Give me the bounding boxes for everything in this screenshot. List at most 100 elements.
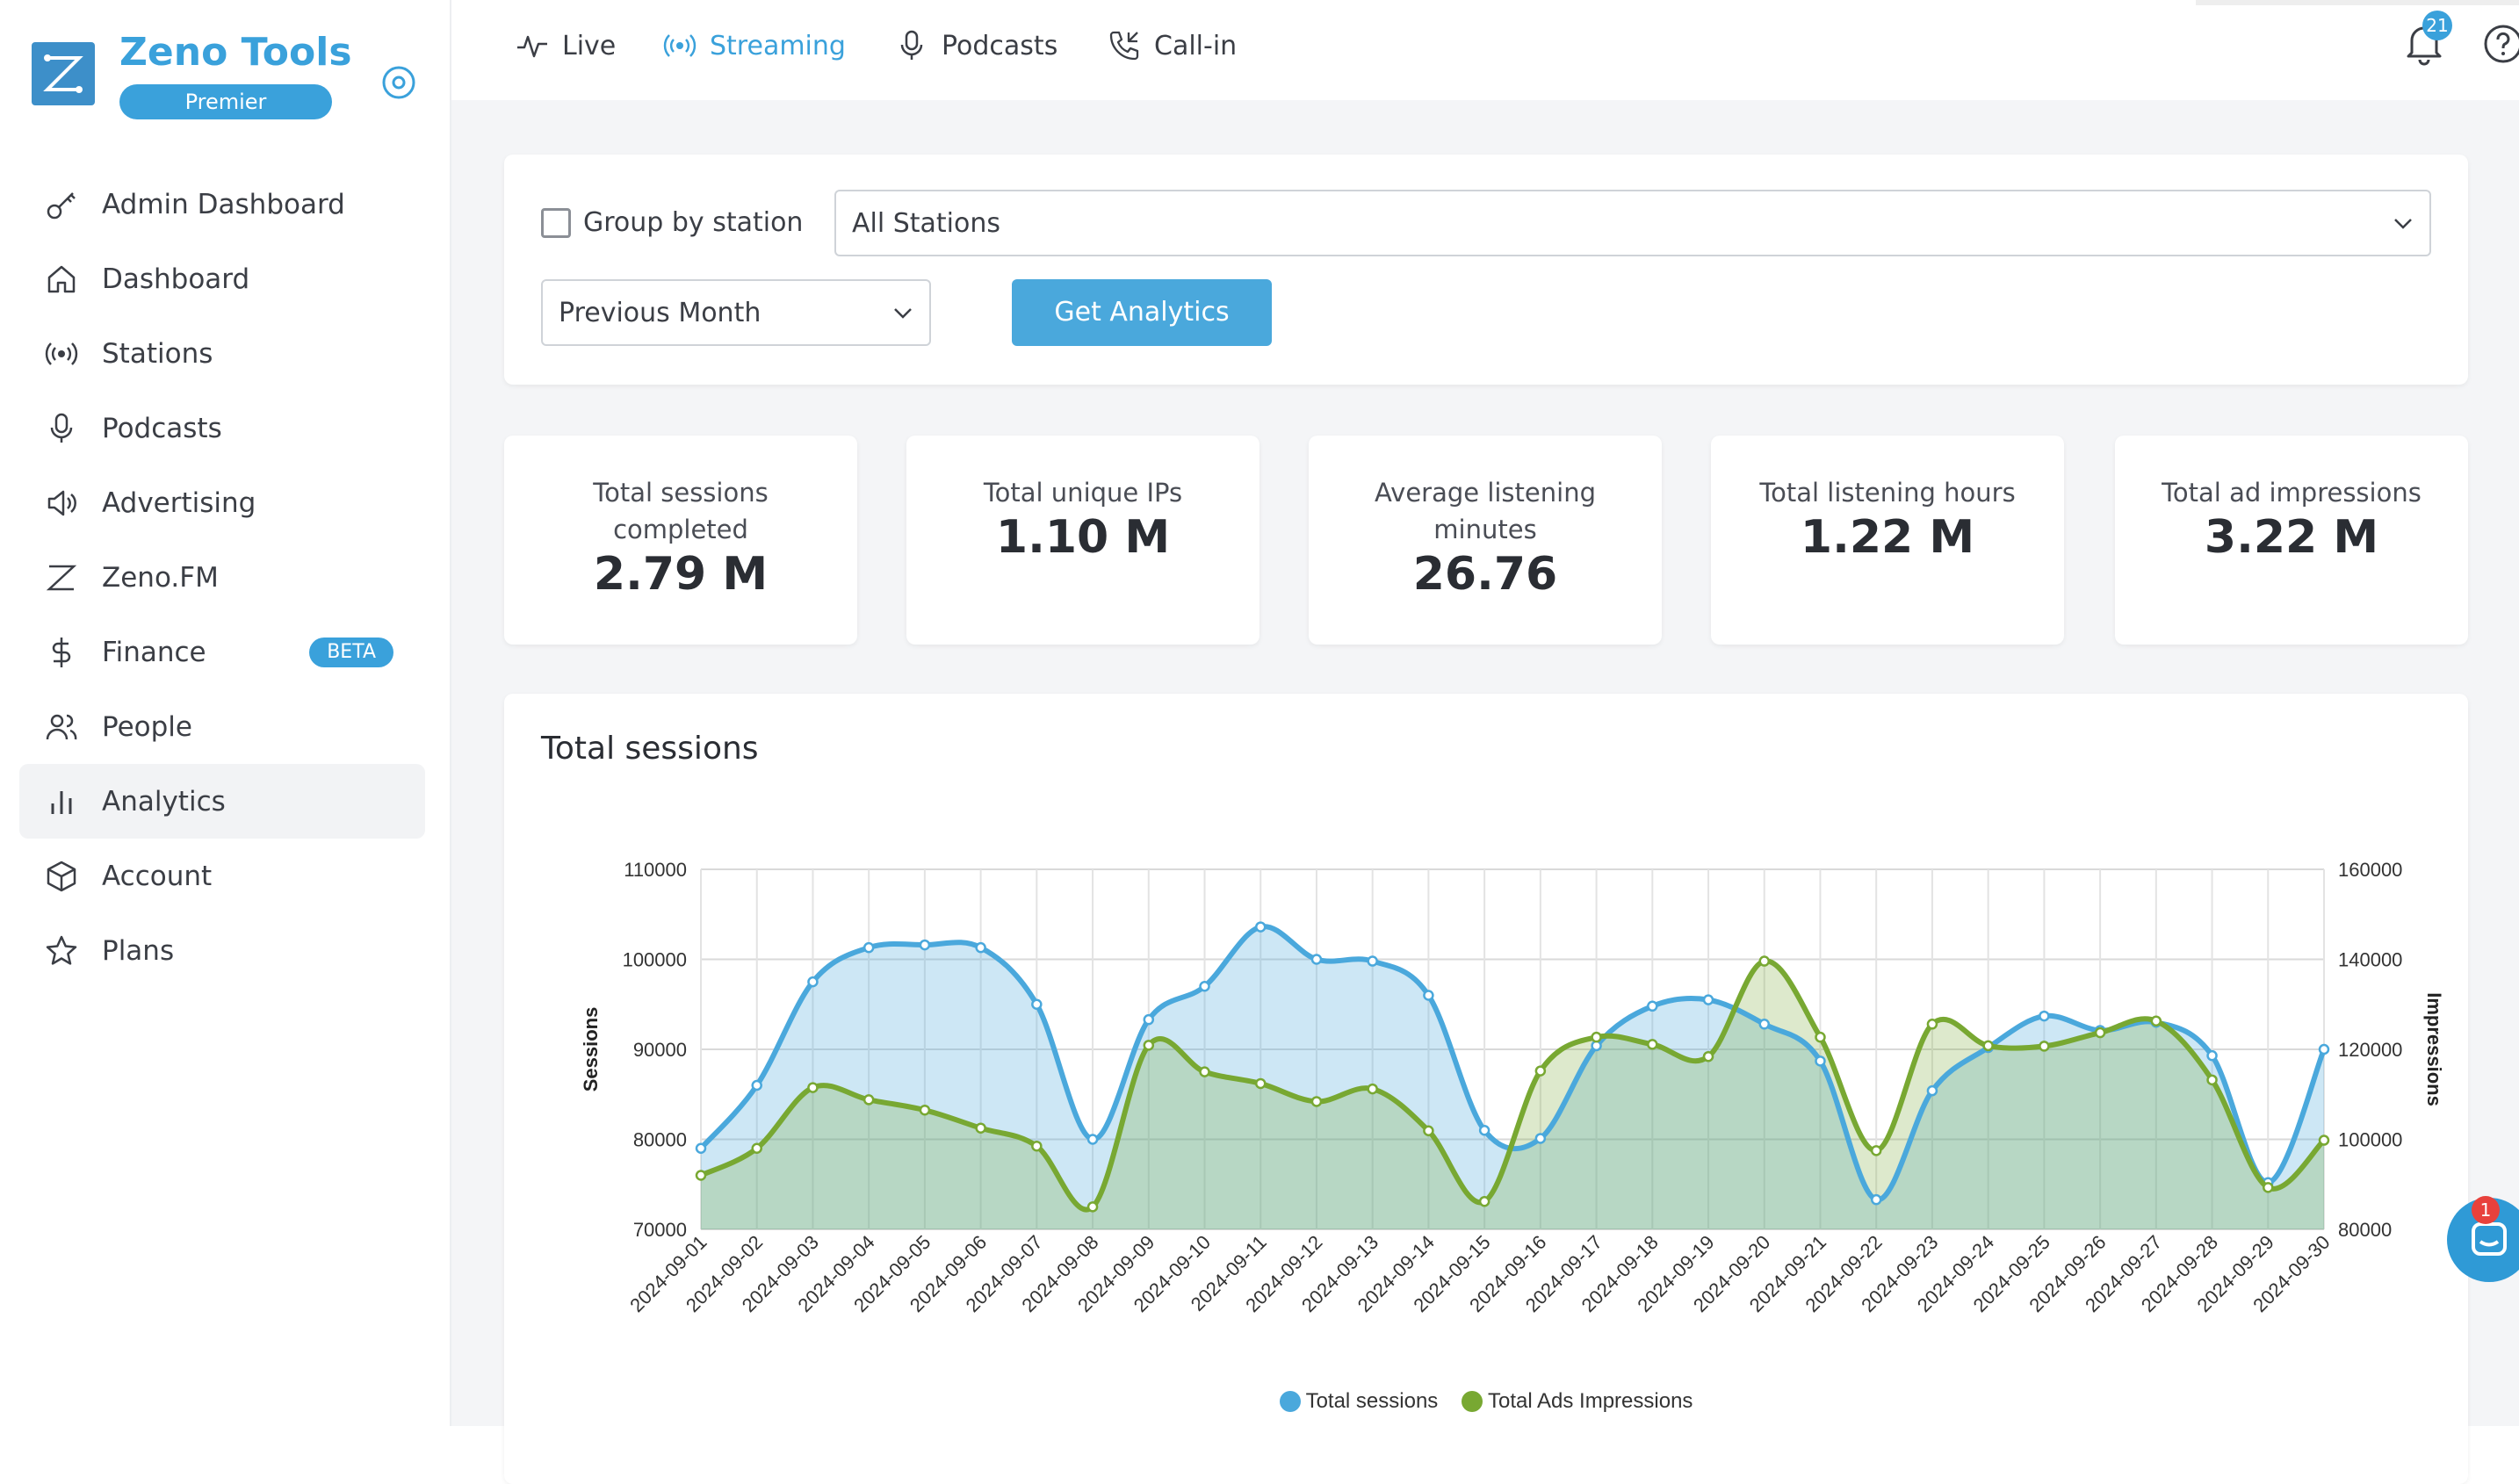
tab-label: Call-in — [1154, 30, 1238, 61]
stat-card: Average listening minutes 26.76 — [1309, 436, 1662, 645]
data-point — [751, 1142, 762, 1154]
chevron-down-icon — [2394, 219, 2412, 229]
y2-tick-label: 160000 — [2338, 859, 2402, 881]
chat-unread-badge: 1 — [2472, 1196, 2500, 1224]
y-tick-label: 90000 — [633, 1039, 687, 1061]
microphone-icon — [42, 409, 81, 448]
notification-count-badge: 21 — [2422, 11, 2452, 40]
data-point — [1758, 955, 1771, 967]
stat-value: 1.22 M — [1800, 511, 1975, 564]
get-analytics-button[interactable]: Get Analytics — [1012, 279, 1272, 346]
group-by-station-label: Group by station — [583, 207, 804, 238]
legend-item-impressions[interactable]: Total Ads Impressions — [1461, 1389, 1693, 1414]
stat-label: Total ad impressions — [2162, 478, 2422, 508]
data-point — [1926, 1019, 1938, 1030]
people-icon — [42, 708, 81, 746]
data-point — [1254, 1077, 1267, 1090]
tab-podcasts[interactable]: Podcasts — [894, 25, 1057, 67]
sidebar-item-admin-dashboard[interactable]: Admin Dashboard — [19, 167, 425, 241]
tab-streaming[interactable]: Streaming — [662, 25, 846, 67]
sidebar-item-label: People — [102, 710, 192, 743]
data-point — [1086, 1134, 1099, 1145]
stat-value: 2.79 M — [593, 548, 769, 601]
data-point — [1815, 1055, 1826, 1067]
data-point — [1143, 1040, 1155, 1051]
data-point — [2206, 1049, 2218, 1062]
stat-card: Total listening hours 1.22 M — [1711, 436, 2064, 645]
data-point — [1367, 1083, 1378, 1095]
checkbox-box[interactable] — [541, 207, 571, 238]
stat-card: Total ad impressions 3.22 M — [2115, 436, 2468, 645]
top-navigation: Live Streaming Podcasts Call-in 21 — [451, 0, 2519, 100]
stat-label: Total sessions completed — [593, 478, 769, 544]
legend-swatch — [1279, 1391, 1301, 1412]
sidebar-item-account[interactable]: Account — [19, 839, 425, 913]
data-point — [1982, 1040, 1994, 1052]
y2-tick-label: 140000 — [2338, 949, 2402, 971]
data-point — [1647, 1000, 1658, 1012]
y-tick-label: 100000 — [623, 949, 687, 971]
key-icon — [42, 185, 81, 224]
sidebar-item-advertising[interactable]: Advertising — [19, 465, 425, 540]
group-by-station-checkbox[interactable]: Group by station — [541, 207, 803, 238]
data-point — [1086, 1201, 1099, 1213]
data-point — [1199, 981, 1210, 992]
y2-axis-label: Impressions — [2423, 992, 2445, 1106]
sidebar-item-stations[interactable]: Stations — [19, 316, 425, 391]
home-icon — [42, 260, 81, 299]
chevron-down-icon — [894, 308, 912, 319]
data-point — [1310, 954, 1323, 965]
data-point — [1254, 921, 1267, 933]
zeno-logo[interactable] — [32, 42, 95, 105]
total-sessions-chart-card: Total sessions 110000 160000 100000 140000 9… — [504, 694, 2468, 1484]
period-select[interactable]: Previous Month — [541, 279, 931, 346]
data-point — [1870, 1145, 1882, 1156]
y2-tick-label: 80000 — [2338, 1219, 2392, 1241]
data-point — [2039, 1010, 2050, 1022]
data-point — [1702, 994, 1714, 1005]
data-point — [807, 1082, 819, 1093]
sidebar-item-label: Zeno.FM — [102, 561, 219, 594]
y2-tick-label: 120000 — [2338, 1039, 2402, 1061]
data-point — [1702, 1050, 1714, 1063]
stations-select[interactable]: All Stations — [834, 190, 2431, 256]
stat-value: 3.22 M — [2204, 511, 2379, 564]
sidebar-item-label: Advertising — [102, 486, 256, 519]
broadcast-icon — [663, 34, 697, 57]
tab-live[interactable]: Live — [515, 25, 616, 67]
data-point — [2039, 1041, 2050, 1052]
sidebar-item-label: Stations — [102, 337, 213, 370]
series-area — [701, 926, 2324, 1229]
sidebar-item-finance[interactable]: Finance BETA — [19, 615, 425, 689]
data-point — [695, 1170, 707, 1181]
data-point — [2318, 1043, 2330, 1055]
sidebar-item-plans[interactable]: Plans — [19, 913, 425, 988]
data-point — [1758, 1019, 1771, 1030]
bar-chart-icon — [42, 782, 81, 821]
stat-value: 1.10 M — [995, 511, 1171, 564]
sidebar-item-zeno-fm[interactable]: Zeno.FM — [19, 540, 425, 615]
sidebar-item-label: Dashboard — [102, 263, 250, 295]
legend-item-sessions[interactable]: Total sessions — [1279, 1389, 1438, 1414]
target-settings-icon[interactable] — [379, 63, 418, 105]
help-icon[interactable] — [2482, 23, 2519, 68]
sidebar-item-label: Plans — [102, 934, 175, 967]
filter-panel: Group by station All Stations Previous M… — [504, 155, 2468, 385]
y-tick-label: 110000 — [624, 859, 687, 881]
tab-label: Podcasts — [942, 30, 1058, 61]
data-point — [1591, 1031, 1602, 1043]
data-point — [1031, 998, 1043, 1010]
sidebar-item-analytics[interactable]: Analytics — [19, 764, 425, 839]
y2-tick-label: 100000 — [2338, 1129, 2402, 1151]
sidebar-item-people[interactable]: People — [19, 689, 425, 764]
data-point — [1478, 1195, 1490, 1207]
sidebar-item-dashboard[interactable]: Dashboard — [19, 241, 425, 316]
data-point — [1423, 1125, 1434, 1137]
sidebar-item-podcasts[interactable]: Podcasts — [19, 391, 425, 465]
data-point — [695, 1142, 707, 1154]
data-point — [1367, 955, 1378, 967]
sidebar-item-label: Podcasts — [102, 412, 222, 444]
data-point — [1199, 1066, 1210, 1077]
zeno-icon — [42, 558, 81, 597]
tab-call-in[interactable]: Call-in — [1107, 25, 1237, 67]
